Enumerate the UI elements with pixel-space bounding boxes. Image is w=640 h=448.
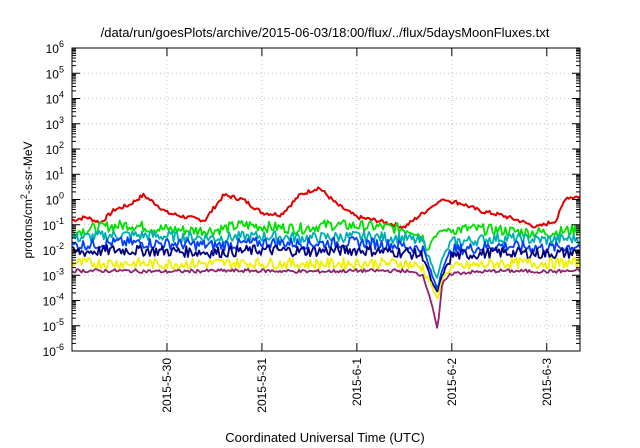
chart-title: /data/run/goesPlots/archive/2015-06-03/1… [101, 25, 550, 40]
y-tick-label-exponent: 5 [59, 64, 64, 74]
x-tick-label: 2015-6-2 [445, 358, 459, 406]
x-tick-label: 2015-6-3 [540, 358, 554, 406]
flux-series-line [72, 256, 580, 300]
y-tick-label: 10-6 [43, 342, 64, 359]
y-tick-label: 103 [46, 115, 64, 132]
y-tick-label-base: 10 [46, 168, 60, 182]
axis-ticks [72, 47, 580, 352]
y-tick-label-base: 10 [43, 345, 57, 359]
y-tick-label-base: 10 [46, 67, 60, 81]
y-tick-label: 10-1 [43, 216, 64, 233]
flux-series-line [72, 219, 580, 251]
y-tick-label-base: 10 [43, 244, 57, 258]
y-tick-label-exponent: -4 [56, 292, 64, 302]
x-axis-tick-labels: 2015-5-30 2015-5-31 2015-6-1 2015-6-2 2015-6… [160, 358, 554, 413]
y-tick-label-exponent: 3 [59, 115, 64, 125]
y-tick-label-exponent: -2 [56, 241, 64, 251]
y-tick-label-base: 10 [46, 143, 60, 157]
y-tick-label-base: 10 [46, 42, 60, 56]
y-tick-label: 101 [46, 165, 64, 182]
y-axis-label-tail: -s-sr-MeV [21, 141, 35, 194]
y-tick-label-exponent: -6 [56, 342, 64, 352]
y-tick-label: 105 [46, 64, 64, 81]
y-tick-label-exponent: 0 [59, 191, 64, 201]
x-tick-label: 2015-5-30 [160, 358, 174, 413]
y-tick-label-exponent: 4 [59, 90, 64, 100]
y-axis-label: protons/cm2-s-sr-MeV [19, 141, 35, 258]
flux-series-line [72, 230, 580, 279]
y-tick-label: 10-5 [43, 317, 64, 334]
y-tick-label-base: 10 [46, 93, 60, 107]
y-tick-label-exponent: 1 [59, 165, 64, 175]
y-tick-label: 100 [46, 191, 64, 208]
y-tick-label-exponent: -5 [56, 317, 64, 327]
y-tick-label-base: 10 [43, 295, 57, 309]
y-tick-label: 102 [46, 140, 64, 157]
flux-series-line [72, 186, 580, 229]
data-series-layer [72, 186, 580, 329]
y-axis-label-sup: 2 [19, 194, 29, 199]
y-tick-label: 104 [46, 90, 64, 107]
y-tick-label-exponent: -1 [56, 216, 64, 226]
y-tick-label-base: 10 [46, 194, 60, 208]
y-tick-label: 10-3 [43, 266, 64, 283]
y-tick-label-base: 10 [43, 269, 57, 283]
y-tick-label-base: 10 [46, 118, 60, 132]
y-tick-label: 10-4 [43, 292, 64, 309]
y-tick-label-exponent: -3 [56, 266, 64, 276]
y-tick-label-exponent: 6 [59, 39, 64, 49]
y-tick-label-base: 10 [43, 219, 57, 233]
x-tick-label: 2015-5-31 [255, 358, 269, 413]
y-tick-label: 106 [46, 39, 64, 56]
flux-series-line [72, 244, 580, 293]
y-axis-tick-labels: 10-610-510-410-310-210-11001011021031041… [43, 39, 64, 359]
flux-series-line [72, 268, 580, 329]
y-tick-label: 10-2 [43, 241, 64, 258]
y-axis-label-main: protons/cm [21, 199, 35, 258]
x-axis-label: Coordinated Universal Time (UTC) [225, 430, 424, 445]
y-tick-label-base: 10 [43, 320, 57, 334]
y-tick-label-exponent: 2 [59, 140, 64, 150]
x-tick-label: 2015-6-1 [350, 358, 364, 406]
